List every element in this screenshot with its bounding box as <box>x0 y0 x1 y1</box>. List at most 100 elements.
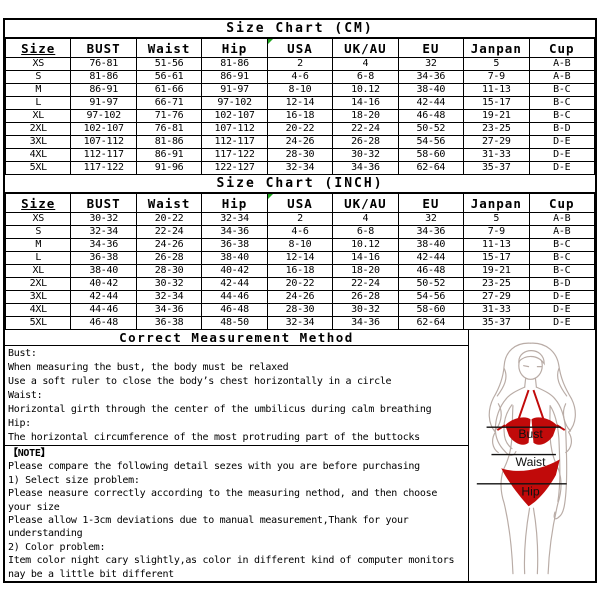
table-cell: 12-14 <box>266 251 334 265</box>
table-cell: 5 <box>463 212 530 226</box>
table-cell: 32 <box>397 212 465 226</box>
table-cell: 76-81 <box>135 122 203 136</box>
table-cell: 42-44 <box>70 290 137 304</box>
table-cell: 26-28 <box>332 290 399 304</box>
table-cell: 81-86 <box>201 57 268 71</box>
table-cell: 34-36 <box>332 161 399 175</box>
table-cell: 58-60 <box>397 303 465 317</box>
inch-row-l: L 36-38 26-28 38-40 12-14 14-16 42-44 15-17 B-C <box>5 251 595 265</box>
table-cell: 40-42 <box>70 277 137 291</box>
table-cell: 3XL <box>5 290 72 304</box>
table-cell: 86-91 <box>201 70 268 84</box>
table-cell: 102-107 <box>201 109 268 123</box>
table-cell: B-C <box>528 109 595 123</box>
table-cell: 40-42 <box>201 264 268 278</box>
figure-cell: Bust Waist Hip <box>469 330 595 581</box>
table-cell: 42-44 <box>397 96 465 110</box>
cm-header-size: Size <box>5 38 72 58</box>
table-cell: 20-22 <box>135 212 203 226</box>
comment-marker-icon <box>267 39 273 44</box>
table-cell: 26-28 <box>135 251 203 265</box>
table-cell: XL <box>5 109 72 123</box>
table-cell: 34-36 <box>135 303 203 317</box>
table-cell: 12-14 <box>266 96 334 110</box>
table-cell: 44-46 <box>70 303 137 317</box>
table-cell: 46-48 <box>70 316 137 330</box>
table-cell: 20-22 <box>266 277 334 291</box>
cm-header-ukau: UK/AU <box>332 38 399 58</box>
table-cell: 19-21 <box>463 109 530 123</box>
inch-header-eu: EU <box>397 193 465 213</box>
note-line: understanding <box>8 528 83 540</box>
table-cell: 8-10 <box>266 83 334 97</box>
table-cell: 122-127 <box>201 161 268 175</box>
table-cell: B-D <box>528 277 595 291</box>
table-cell: 24-26 <box>266 135 334 149</box>
table-cell: 62-64 <box>397 161 465 175</box>
table-cell: 4 <box>332 212 399 226</box>
note-line: Please allow 1-3cm deviations due to man… <box>8 515 409 527</box>
table-cell: 36-38 <box>201 238 268 252</box>
table-cell: D-E <box>528 316 595 330</box>
table-cell: 56-61 <box>135 70 203 84</box>
table-cell: S <box>5 225 72 239</box>
measurement-figure-illustration: Bust Waist Hip <box>476 342 576 575</box>
table-cell: 2XL <box>5 277 72 291</box>
table-cell: 26-28 <box>332 135 399 149</box>
cm-header-row: Size BUST Waist Hip USA UK/AU EU Janpan Cup <box>5 38 595 58</box>
table-cell: 11-13 <box>463 238 530 252</box>
cm-header-cup: Cup <box>528 38 595 58</box>
table-cell: 7-9 <box>463 70 530 84</box>
inch-row-xl: XL 38-40 28-30 40-42 16-18 18-20 46-48 19-21 B-C <box>5 264 595 278</box>
table-cell: 5XL <box>5 316 72 330</box>
table-cell: 58-60 <box>397 148 465 162</box>
table-cell: 50-52 <box>397 122 465 136</box>
table-cell: 61-66 <box>135 83 203 97</box>
table-cell: D-E <box>528 135 595 149</box>
table-cell: D-E <box>528 290 595 304</box>
table-cell: 27-29 <box>463 290 530 304</box>
table-cell: 112-117 <box>70 148 137 162</box>
table-cell: 32-34 <box>266 161 334 175</box>
table-cell: 24-26 <box>266 290 334 304</box>
table-cell: 30-32 <box>135 277 203 291</box>
table-cell: 4XL <box>5 148 72 162</box>
table-cell: 10.12 <box>332 83 399 97</box>
table-cell: 5 <box>463 57 530 71</box>
table-cell: 36-38 <box>70 251 137 265</box>
cm-table-title: Size Chart (CM) <box>5 20 595 38</box>
table-cell: 62-64 <box>397 316 465 330</box>
inch-size-table: Size BUST Waist Hip USA UK/AU EU Janpan Cup XS 30… <box>5 193 595 330</box>
table-cell: 34-36 <box>397 70 465 84</box>
table-cell: A-B <box>528 70 595 84</box>
table-cell: 16-18 <box>266 109 334 123</box>
measurement-line: Hip: <box>8 418 31 429</box>
table-cell: B-C <box>528 83 595 97</box>
table-cell: 44-46 <box>201 290 268 304</box>
table-cell: B-C <box>528 238 595 252</box>
table-cell: 32-34 <box>135 290 203 304</box>
table-cell: XS <box>5 212 72 226</box>
table-cell: 6-8 <box>332 70 399 84</box>
inch-header-usa: USA <box>266 193 334 213</box>
inch-row-3xl: 3XL 42-44 32-34 44-46 24-26 26-28 54-56 27-29 D-… <box>5 290 595 304</box>
measurement-line: Use a soft ruler to close the body’s che… <box>8 376 392 387</box>
table-cell: M <box>5 238 72 252</box>
cm-row-m: M 86-91 61-66 91-97 8-10 10.12 38-40 11-13 B-C <box>5 83 595 97</box>
cm-header-eu: EU <box>397 38 465 58</box>
inch-header-bust: BUST <box>70 193 137 213</box>
table-cell: 38-40 <box>70 264 137 278</box>
table-cell: 35-37 <box>463 316 530 330</box>
table-cell: A-B <box>528 57 595 71</box>
table-cell: 20-22 <box>266 122 334 136</box>
table-cell: M <box>5 83 72 97</box>
table-cell: 46-48 <box>397 109 465 123</box>
table-cell: 7-9 <box>463 225 530 239</box>
table-cell: 4XL <box>5 303 72 317</box>
table-cell: 71-76 <box>135 109 203 123</box>
table-cell: 31-33 <box>463 148 530 162</box>
table-cell: 86-91 <box>135 148 203 162</box>
note-line: 1) Select size problem: <box>8 474 140 486</box>
measurement-method-title: Correct Measurement Method <box>5 330 468 346</box>
table-cell: 23-25 <box>463 277 530 291</box>
